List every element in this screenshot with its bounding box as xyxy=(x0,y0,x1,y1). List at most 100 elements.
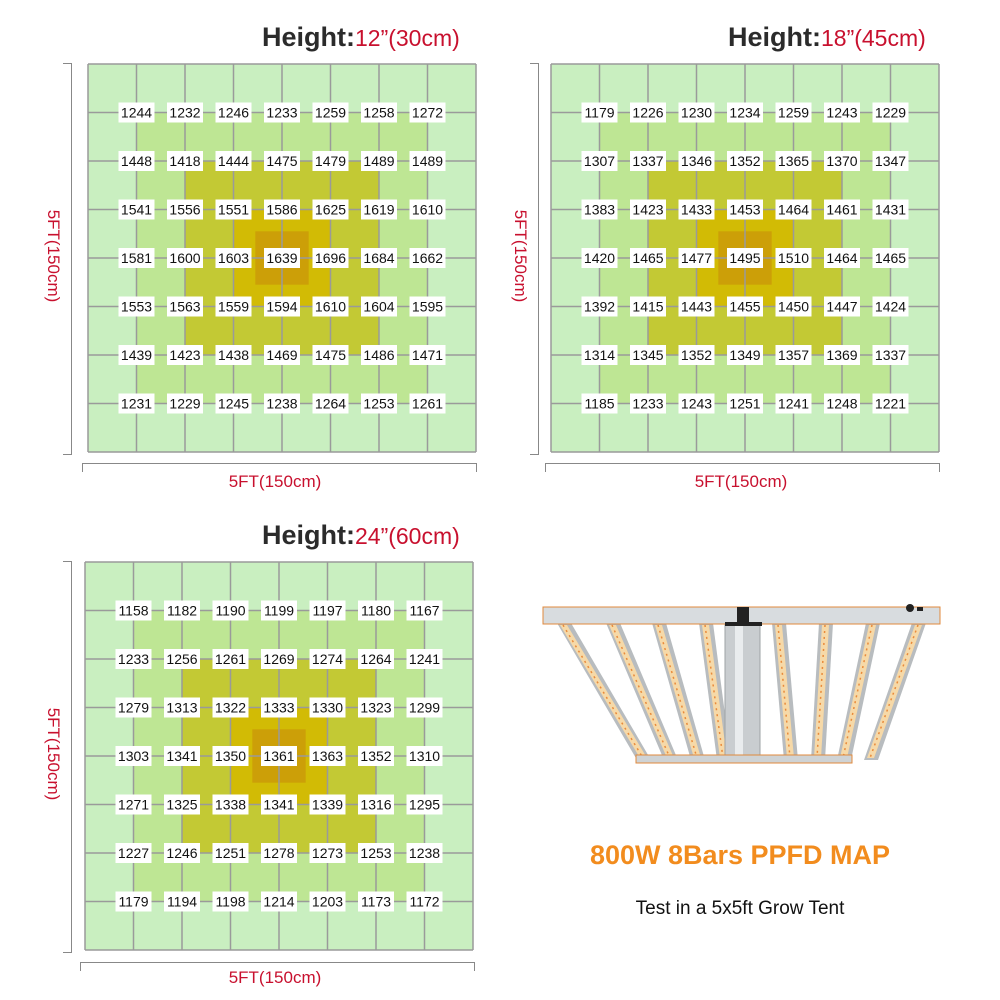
svg-text:1233: 1233 xyxy=(118,651,149,667)
svg-text:1489: 1489 xyxy=(412,153,443,169)
ppfd-data-label: 1465 xyxy=(630,248,666,268)
svg-text:1341: 1341 xyxy=(166,748,197,764)
svg-text:1600: 1600 xyxy=(169,250,200,266)
svg-text:1349: 1349 xyxy=(729,347,760,363)
ppfd-data-label: 1278 xyxy=(261,843,297,863)
svg-text:1251: 1251 xyxy=(729,396,760,412)
svg-text:1370: 1370 xyxy=(826,153,857,169)
ppfd-data-label: 1261 xyxy=(409,393,446,414)
svg-text:1684: 1684 xyxy=(363,250,394,266)
ppfd-data-label: 1246 xyxy=(164,843,200,863)
ppfd-data-label: 1241 xyxy=(775,393,812,414)
svg-text:1229: 1229 xyxy=(875,105,906,121)
svg-text:1479: 1479 xyxy=(315,153,346,169)
svg-text:1350: 1350 xyxy=(215,748,246,764)
ppfd-data-label: 1450 xyxy=(775,296,812,317)
ppfd-data-label: 1264 xyxy=(312,393,349,414)
svg-text:1369: 1369 xyxy=(826,347,857,363)
ppfd-data-label: 1190 xyxy=(212,600,249,621)
svg-text:1610: 1610 xyxy=(412,202,443,218)
x-axis-label: 5FT(150cm) xyxy=(694,472,788,491)
ppfd-data-label: 1323 xyxy=(358,697,394,718)
ppfd-data-label: 1604 xyxy=(361,296,397,317)
ppfd-data-label: 1227 xyxy=(115,843,152,863)
svg-text:1581: 1581 xyxy=(121,250,152,266)
svg-text:1415: 1415 xyxy=(632,299,663,315)
svg-text:1489: 1489 xyxy=(363,153,394,169)
svg-text:1363: 1363 xyxy=(312,748,343,764)
svg-text:1352: 1352 xyxy=(360,748,391,764)
svg-text:1259: 1259 xyxy=(778,105,809,121)
svg-text:1238: 1238 xyxy=(266,396,297,412)
ppfd-data-label: 1479 xyxy=(312,151,349,171)
ppfd-data-label: 1350 xyxy=(212,746,249,766)
svg-text:1264: 1264 xyxy=(315,396,346,412)
svg-text:1439: 1439 xyxy=(121,347,152,363)
ppfd-data-label: 1349 xyxy=(727,345,763,365)
height-value: 24”(60cm) xyxy=(354,523,460,549)
svg-text:1310: 1310 xyxy=(409,748,440,764)
svg-text:1541: 1541 xyxy=(121,202,152,218)
ppfd-data-label: 1418 xyxy=(167,151,203,171)
ppfd-data-label: 1475 xyxy=(312,345,349,365)
ppfd-data-label: 1241 xyxy=(406,649,443,669)
ppfd-data-label: 1489 xyxy=(409,151,446,171)
ppfd-data-label: 1303 xyxy=(115,746,152,766)
ppfd-data-label: 1369 xyxy=(824,345,860,365)
svg-text:1232: 1232 xyxy=(169,105,200,121)
ppfd-data-label: 1684 xyxy=(361,248,397,268)
svg-text:1230: 1230 xyxy=(681,105,712,121)
svg-text:1233: 1233 xyxy=(266,105,297,121)
ppfd-data-label: 1253 xyxy=(358,843,394,863)
height-label: Height: xyxy=(728,22,821,52)
ppfd-data-label: 1167 xyxy=(406,600,443,621)
ppfd-data-label: 1341 xyxy=(261,794,297,815)
ppfd-data-label: 1444 xyxy=(215,151,252,171)
svg-text:1182: 1182 xyxy=(167,603,197,619)
ppfd-data-label: 1203 xyxy=(309,891,346,912)
svg-text:1337: 1337 xyxy=(875,347,906,363)
ppfd-data-label: 1586 xyxy=(264,199,300,220)
light-bar xyxy=(772,623,798,760)
svg-text:1199: 1199 xyxy=(264,603,294,619)
ppfd-data-label: 1415 xyxy=(630,296,666,317)
ppfd-data-label: 1279 xyxy=(115,697,152,718)
svg-text:1330: 1330 xyxy=(312,700,343,716)
svg-text:1253: 1253 xyxy=(363,396,394,412)
width-dimension-bracket xyxy=(82,463,477,472)
ppfd-data-label: 1180 xyxy=(358,600,394,621)
ppfd-data-label: 1313 xyxy=(164,697,200,718)
ppfd-data-label: 1603 xyxy=(215,248,252,268)
svg-text:1450: 1450 xyxy=(778,299,809,315)
svg-text:1448: 1448 xyxy=(121,153,152,169)
ppfd-data-label: 1625 xyxy=(312,199,349,220)
svg-text:1261: 1261 xyxy=(412,396,443,412)
ppfd-grid-18in: 1179 1226 1230 1234 1259 1243 1229 1307 1337 1346… xyxy=(550,63,940,453)
svg-text:1180: 1180 xyxy=(361,603,391,619)
ppfd-grid-12in: 1244 1232 1246 1233 1259 1258 1272 1448 1418 1444… xyxy=(87,63,477,453)
svg-text:1392: 1392 xyxy=(584,299,615,315)
svg-text:1345: 1345 xyxy=(632,347,663,363)
ppfd-data-label: 1464 xyxy=(824,248,860,268)
svg-text:1214: 1214 xyxy=(263,894,294,910)
panel-3-title: Height:24”(60cm) xyxy=(262,520,460,551)
svg-text:1238: 1238 xyxy=(409,845,440,861)
svg-text:1243: 1243 xyxy=(681,396,712,412)
ppfd-data-label: 1221 xyxy=(872,393,909,414)
svg-text:1586: 1586 xyxy=(266,202,297,218)
ppfd-data-label: 1243 xyxy=(824,102,860,123)
ppfd-data-label: 1662 xyxy=(409,248,446,268)
ppfd-data-label: 1229 xyxy=(872,102,909,123)
ppfd-data-label: 1600 xyxy=(167,248,203,268)
ppfd-data-label: 1259 xyxy=(312,102,349,123)
svg-text:1244: 1244 xyxy=(121,105,152,121)
ppfd-data-label: 1179 xyxy=(581,102,618,123)
svg-text:1333: 1333 xyxy=(263,700,294,716)
width-dimension-bracket xyxy=(545,463,940,472)
svg-text:1243: 1243 xyxy=(826,105,857,121)
ppfd-data-label: 1245 xyxy=(215,393,252,414)
ppfd-data-label: 1330 xyxy=(309,697,346,718)
ppfd-data-label: 1443 xyxy=(678,296,715,317)
ppfd-data-label: 1461 xyxy=(824,199,860,220)
svg-text:1604: 1604 xyxy=(363,299,394,315)
